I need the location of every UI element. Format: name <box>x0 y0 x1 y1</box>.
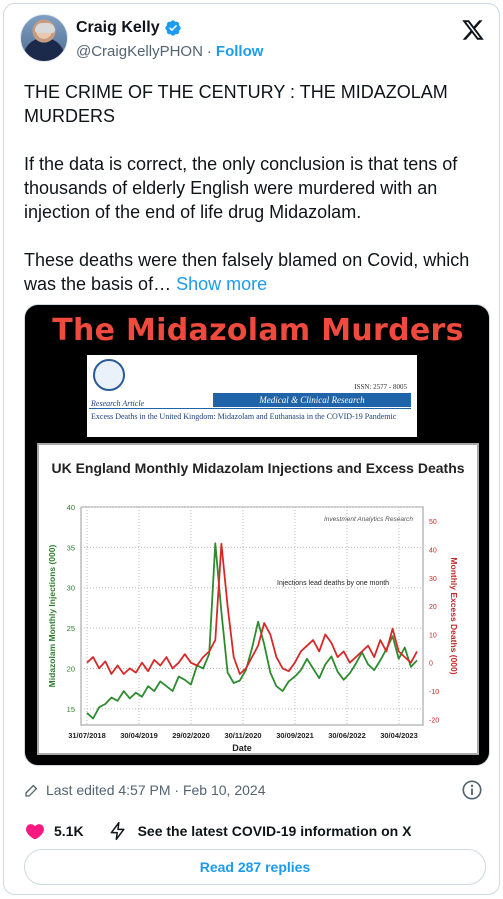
chart-subtitle: Investment Analytics Research <box>324 516 413 523</box>
author-handle[interactable]: @CraigKellyPHON <box>76 43 203 60</box>
tweet-paragraph-1: THE CRIME OF THE CENTURY : THE MIDAZOLAM… <box>24 82 448 126</box>
journal-header: ISSN: 2577 - 8005 Research Article Medic… <box>87 355 417 437</box>
verified-badge-icon <box>164 20 181 36</box>
y-right-tick-label: -20 <box>429 717 439 724</box>
x-tick-label: 31/07/2018 <box>68 731 106 740</box>
x-logo-icon[interactable] <box>461 18 485 42</box>
journal-article-type: Research Article <box>91 399 145 408</box>
avatar[interactable] <box>20 14 68 62</box>
series-line <box>86 542 418 720</box>
x-tick-label: 30/04/2023 <box>380 731 418 740</box>
heart-icon <box>26 824 44 840</box>
y-right-tick-label: -10 <box>429 689 439 696</box>
y-right-tick-label: 30 <box>429 576 437 583</box>
chart-title: UK England Monthly Midazolam Injections … <box>51 460 465 476</box>
author-name[interactable]: Craig Kelly <box>76 19 160 36</box>
tweet-paragraph-3: These deaths were then falsely blamed on… <box>24 248 484 296</box>
journal-article-title: Excess Deaths in the United Kingdom: Mid… <box>91 412 397 421</box>
like-button[interactable]: 5.1K <box>24 820 84 842</box>
tweet-text: THE CRIME OF THE CENTURY : THE MIDAZOLAM… <box>24 80 484 296</box>
y-left-tick-label: 30 <box>67 584 75 593</box>
lightning-icon <box>110 821 125 841</box>
x-axis-label: Date <box>232 743 252 753</box>
journal-logo-icon <box>93 359 125 391</box>
edited-text: Last edited 4:57 PM · Feb 10, 2024 <box>46 782 266 798</box>
covid-info-link[interactable]: See the latest COVID-19 information on X <box>108 821 412 841</box>
tweet-card: Craig Kelly @CraigKellyPHON · Follow THE… <box>3 3 500 895</box>
like-count: 5.1K <box>54 823 84 839</box>
author-handle-row: @CraigKellyPHON · Follow <box>76 43 263 60</box>
x-tick-label: 29/02/2020 <box>172 731 210 740</box>
y-left-tick-label: 15 <box>67 705 75 714</box>
y-left-tick-label: 35 <box>67 543 75 552</box>
tweet-paragraph-2: If the data is correct, the only conclus… <box>24 154 458 222</box>
journal-issn: ISSN: 2577 - 8005 <box>354 383 407 391</box>
plot-frame <box>80 506 424 726</box>
y-left-axis-label: Midazolam Monthly Injections (000) <box>47 545 57 688</box>
x-tick-label: 30/11/2020 <box>224 731 261 740</box>
separator: · <box>206 43 212 60</box>
chart-annotation: Injections lead deaths by one month <box>277 580 389 587</box>
y-right-tick-label: 40 <box>429 547 437 554</box>
journal-banner: Medical & Clinical Research <box>213 393 411 407</box>
author-name-row: Craig Kelly <box>76 19 182 37</box>
y-right-tick-label: 10 <box>429 632 437 639</box>
tweet-paragraph-3-text: These deaths were then falsely blamed on… <box>24 250 470 294</box>
x-tick-label: 30/04/2019 <box>120 731 158 740</box>
tweet-image[interactable]: The Midazolam Murders ISSN: 2577 - 8005 … <box>24 304 490 766</box>
image-headline: The Midazolam Murders <box>52 313 464 348</box>
info-icon[interactable] <box>461 779 483 801</box>
y-right-axis-label: Monthly Excess Deaths (000) <box>449 557 459 674</box>
chart-panel: 31/07/2018 30/04/2019 29/02/2020 30/11/2020… <box>37 443 479 755</box>
y-left-tick-label: 25 <box>67 624 75 633</box>
x-tick-label: 30/09/2021 <box>276 731 314 740</box>
show-more-link[interactable]: Show more <box>176 274 268 294</box>
covid-info-text: See the latest COVID-19 information on X <box>137 823 412 839</box>
y-right-tick-label: 0 <box>429 661 433 668</box>
y-left-tick-label: 40 <box>67 503 75 512</box>
chart-svg: 31/07/2018 30/04/2019 29/02/2020 30/11/2020… <box>47 503 459 753</box>
read-replies-button[interactable]: Read 287 replies <box>24 849 486 885</box>
pencil-icon <box>25 784 38 797</box>
y-right-tick-label: 20 <box>429 604 437 611</box>
journal-rule <box>89 408 411 409</box>
edited-info[interactable]: Last edited 4:57 PM · Feb 10, 2024 <box>24 782 265 798</box>
y-left-tick-label: 20 <box>67 664 75 673</box>
follow-button[interactable]: Follow <box>215 43 264 60</box>
actions-row: 5.1K See the latest COVID-19 information… <box>24 820 411 842</box>
x-tick-label: 30/06/2022 <box>328 731 366 740</box>
series-line <box>86 542 418 675</box>
y-right-tick-label: 50 <box>429 519 437 526</box>
